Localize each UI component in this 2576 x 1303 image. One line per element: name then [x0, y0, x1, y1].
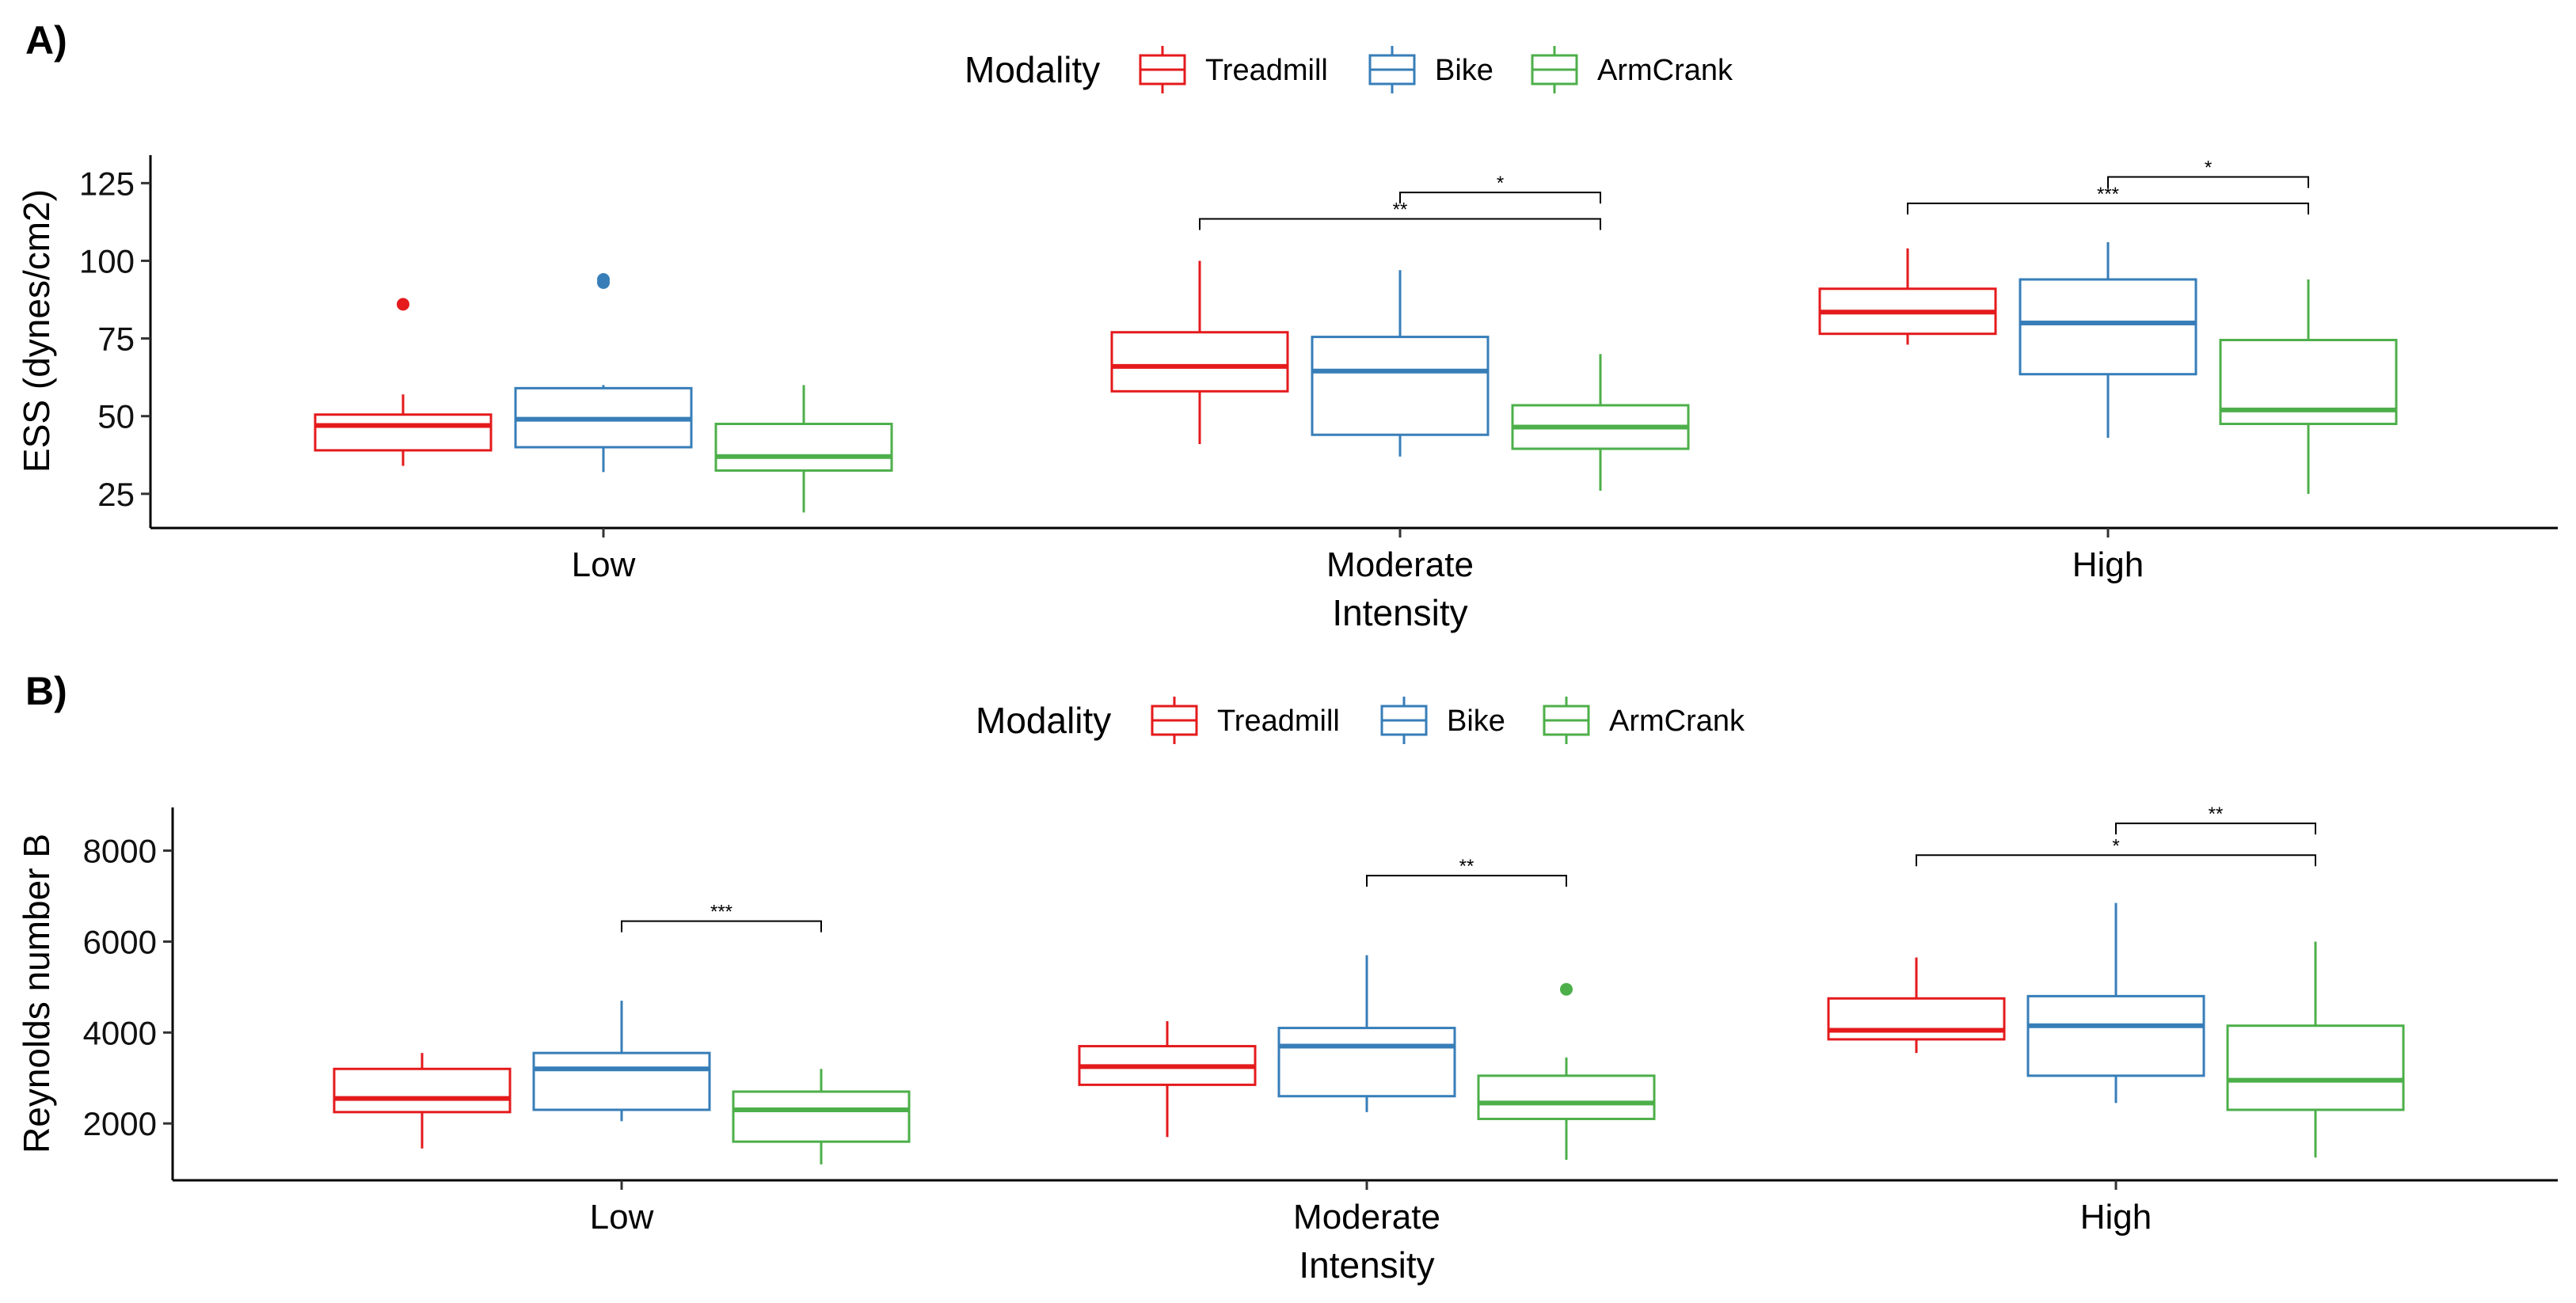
legend-label-armcrank: ArmCrank [1597, 54, 1733, 87]
box-iqr [2019, 278, 2197, 376]
significance-label: * [1497, 173, 1504, 194]
outlier-point [597, 273, 610, 286]
box-bike-high [2019, 241, 2197, 439]
y-tick-label: 75 [97, 321, 135, 358]
legend-label-treadmill: Treadmill [1205, 54, 1328, 87]
legend-label-treadmill: Treadmill [1217, 705, 1340, 738]
y-tick-label: 6000 [83, 923, 157, 960]
legend-key-bike [1380, 697, 1428, 744]
box-armcrank-low [714, 385, 893, 513]
outlier-point [1560, 982, 1573, 996]
legend-key-bike [1368, 46, 1416, 93]
box-bike-high [2026, 902, 2205, 1104]
panel-label: A) [25, 18, 67, 63]
box-armcrank-moderate [1511, 354, 1690, 491]
x-tick-label-moderate: Moderate [1293, 1198, 1440, 1237]
box-iqr [2026, 994, 2205, 1077]
box-armcrank-high [2219, 279, 2398, 494]
significance-label: * [2205, 157, 2212, 178]
significance-bracket: ** [1366, 856, 1567, 887]
box-iqr [2226, 1024, 2405, 1111]
legend-key-armcrank [1543, 697, 1590, 744]
significance-label: ** [1459, 856, 1474, 877]
box-iqr [314, 413, 493, 452]
significance-label: *** [710, 902, 732, 923]
bracket-line [1907, 202, 2309, 215]
bracket-line [1399, 192, 1601, 204]
significance-bracket: *** [1907, 184, 2309, 215]
legend-title: Modality [965, 49, 1100, 90]
legend-key-armcrank [1531, 46, 1578, 93]
significance-bracket: * [1399, 173, 1601, 204]
y-axis-title: Reynolds number B [16, 834, 57, 1153]
y-tick-label: 2000 [83, 1105, 157, 1142]
x-axis-title: Intensity [1299, 1244, 1434, 1286]
box-iqr [1827, 997, 2006, 1041]
box-treadmill-moderate [1110, 260, 1289, 445]
significance-bracket: ** [1199, 199, 1601, 230]
x-tick-label-moderate: Moderate [1326, 545, 1474, 584]
outlier-point [397, 298, 409, 311]
box-iqr [1477, 1074, 1656, 1120]
y-tick-label: 25 [97, 476, 135, 513]
panel-label: B) [25, 669, 67, 713]
y-tick-label: 8000 [83, 833, 157, 870]
bracket-line [1199, 218, 1601, 230]
box-armcrank-low [732, 1069, 911, 1164]
bracket-line [2115, 822, 2316, 835]
bracket-line [1366, 875, 1567, 887]
legend-label-bike: Bike [1435, 54, 1493, 87]
legend-label-bike: Bike [1447, 705, 1505, 738]
box-bike-moderate [1311, 270, 1490, 457]
box-treadmill-high [1827, 957, 2006, 1054]
y-tick-label: 50 [97, 398, 135, 435]
legend-label-armcrank: ArmCrank [1609, 705, 1745, 738]
significance-bracket: * [1916, 835, 2316, 867]
panel-a: A) Modality Treadmill Bike ArmCrank 25 50 75 100… [16, 18, 2558, 633]
box-iqr [1277, 1027, 1456, 1098]
box-iqr [1311, 336, 1490, 436]
y-tick-label: 125 [79, 165, 135, 202]
y-tick-label: 100 [79, 242, 135, 279]
legend: Modality Treadmill Bike ArmCrank [965, 46, 1733, 93]
x-tick-label-low: Low [590, 1198, 654, 1237]
box-iqr [333, 1067, 512, 1114]
box-iqr [714, 423, 893, 472]
significance-bracket: ** [2115, 803, 2316, 835]
box-bike-moderate [1277, 955, 1456, 1112]
x-tick-label-high: High [2072, 545, 2144, 584]
box-treadmill-low [333, 1053, 512, 1149]
box-armcrank-moderate [1477, 982, 1656, 1161]
bracket-line [2107, 176, 2309, 188]
box-treadmill-moderate [1078, 1020, 1257, 1138]
box-iqr [532, 1051, 711, 1111]
legend: Modality Treadmill Bike ArmCrank [976, 697, 1745, 744]
y-axis-title: ESS (dynes/cm2) [16, 189, 57, 473]
significance-label: ** [1393, 199, 1408, 220]
box-iqr [732, 1090, 911, 1143]
bracket-line [1916, 854, 2316, 867]
significance-bracket: *** [621, 902, 822, 933]
significance-label: ** [2209, 803, 2224, 825]
panel-b: B) Modality Treadmill Bike ArmCrank 2000 4000 6… [16, 669, 2558, 1286]
legend-title: Modality [976, 700, 1111, 741]
significance-label: * [2112, 835, 2119, 857]
significance-label: *** [2097, 184, 2119, 205]
box-bike-low [532, 1001, 711, 1122]
box-treadmill-low [314, 298, 493, 466]
significance-bracket: * [2107, 157, 2309, 188]
legend-key-treadmill [1139, 46, 1186, 93]
box-treadmill-high [1818, 248, 1997, 345]
box-armcrank-high [2226, 941, 2405, 1158]
bracket-line [621, 920, 822, 933]
legend-key-treadmill [1151, 697, 1198, 744]
box-iqr [1110, 331, 1289, 393]
x-tick-label-low: Low [572, 545, 636, 584]
box-bike-low [514, 273, 693, 473]
y-tick-label: 4000 [83, 1014, 157, 1051]
x-tick-label-high: High [2080, 1198, 2152, 1237]
x-axis-title: Intensity [1332, 592, 1467, 633]
